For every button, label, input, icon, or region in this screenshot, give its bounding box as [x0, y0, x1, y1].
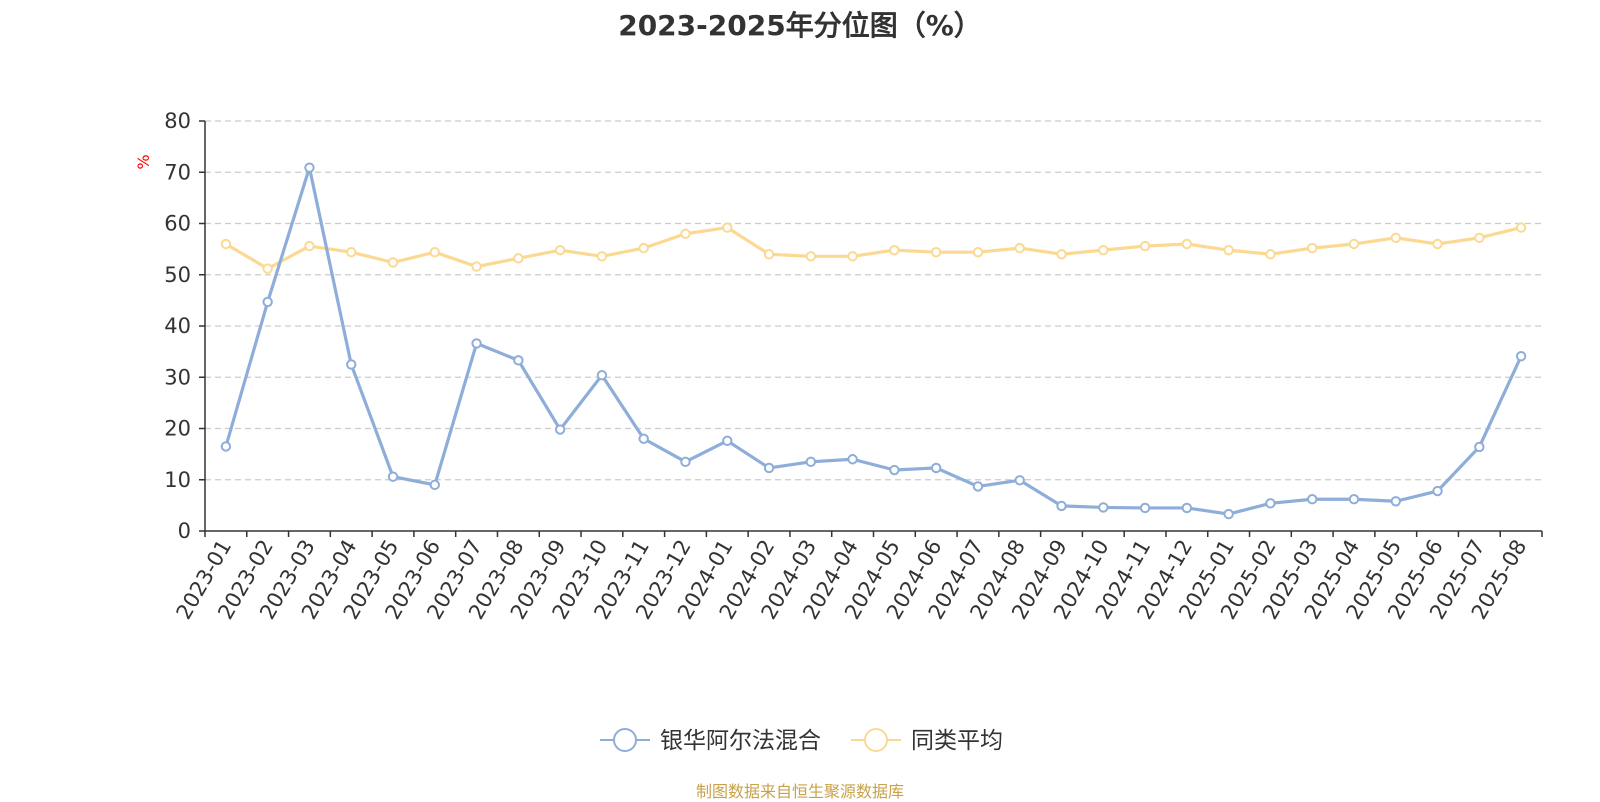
data-point — [304, 240, 315, 252]
chart-title: 2023-2025年分位图（%） — [618, 9, 982, 42]
data-point — [638, 433, 649, 444]
data-point — [1056, 249, 1067, 260]
y-tick-label: 40 — [164, 314, 191, 338]
data-point — [1348, 238, 1360, 250]
data-point — [763, 249, 775, 260]
data-point — [1432, 485, 1443, 497]
data-point — [930, 247, 942, 258]
data-point — [1348, 494, 1360, 505]
data-point — [1014, 242, 1025, 254]
y-tick-label: 80 — [164, 109, 191, 133]
y-axis-label: % — [134, 154, 153, 169]
legend-marker-icon — [613, 728, 637, 752]
series-line — [224, 166, 1523, 516]
data-point — [346, 359, 357, 370]
data-point — [471, 261, 482, 272]
legend-label: 银华阿尔法混合 — [660, 728, 821, 754]
legend-label: 同类平均 — [911, 728, 1003, 754]
y-tick-label: 60 — [164, 212, 191, 236]
data-point — [722, 435, 733, 446]
data-point — [680, 456, 691, 468]
legend-item-1: 银华阿尔法混合 — [600, 728, 821, 754]
data-point — [554, 424, 566, 435]
data-point — [346, 247, 357, 258]
y-tick-label: 30 — [164, 365, 191, 389]
data-point — [1139, 240, 1151, 252]
y-tick-label: 50 — [164, 263, 191, 287]
axes: 01020304050607080%2023-012023-022023-032… — [134, 109, 1543, 623]
data-point — [1432, 238, 1443, 250]
data-point — [972, 247, 984, 258]
data-point — [429, 479, 440, 491]
data-point — [1056, 500, 1067, 512]
data-point — [889, 464, 900, 476]
series-1 — [220, 162, 1527, 520]
data-source-note: 制图数据来自恒生聚源数据库 — [695, 782, 904, 801]
data-point — [805, 251, 817, 262]
data-point — [1098, 502, 1109, 513]
y-tick-label: 0 — [178, 519, 191, 543]
data-point — [1390, 496, 1401, 507]
grid-lines — [205, 120, 1542, 481]
series-layer — [220, 162, 1527, 520]
y-tick-label: 20 — [164, 417, 191, 441]
data-point — [722, 222, 733, 233]
data-point — [554, 244, 566, 256]
legend-item-2: 同类平均 — [851, 728, 1003, 754]
data-point — [638, 242, 649, 254]
data-point — [304, 162, 315, 173]
data-point — [680, 228, 691, 239]
series-2 — [220, 222, 1527, 274]
data-point — [1390, 232, 1401, 244]
data-point — [763, 462, 775, 474]
y-tick-label: 70 — [164, 160, 191, 184]
data-point — [1307, 494, 1318, 505]
data-point — [805, 456, 817, 468]
series-line — [224, 226, 1523, 271]
data-point — [387, 471, 399, 482]
data-point — [471, 338, 482, 349]
data-point — [1223, 244, 1234, 256]
data-point — [220, 441, 232, 452]
data-point — [387, 257, 399, 268]
data-point — [930, 462, 942, 474]
data-point — [429, 247, 440, 258]
data-point — [596, 370, 608, 381]
data-point — [1307, 242, 1318, 254]
data-point — [513, 355, 524, 366]
data-point — [1265, 498, 1276, 509]
data-point — [262, 263, 273, 274]
data-point — [262, 296, 273, 308]
data-point — [1223, 508, 1234, 520]
data-point — [1014, 475, 1025, 486]
data-point — [847, 251, 858, 262]
legend-marker-icon — [864, 728, 888, 752]
data-point — [1139, 502, 1151, 514]
data-point — [1181, 238, 1193, 250]
legend: 银华阿尔法混合 同类平均 — [600, 728, 1003, 754]
data-point — [1515, 222, 1527, 233]
data-point — [1181, 502, 1193, 514]
data-point — [1474, 232, 1485, 244]
data-point — [220, 238, 232, 250]
data-point — [1474, 441, 1485, 453]
data-point — [596, 251, 608, 262]
data-point — [1265, 249, 1276, 260]
data-point — [847, 454, 858, 465]
data-point — [1098, 244, 1109, 256]
y-tick-label: 10 — [164, 468, 191, 492]
data-point — [889, 244, 900, 256]
data-point — [1515, 351, 1527, 362]
data-point — [972, 481, 984, 492]
data-point — [513, 253, 524, 264]
